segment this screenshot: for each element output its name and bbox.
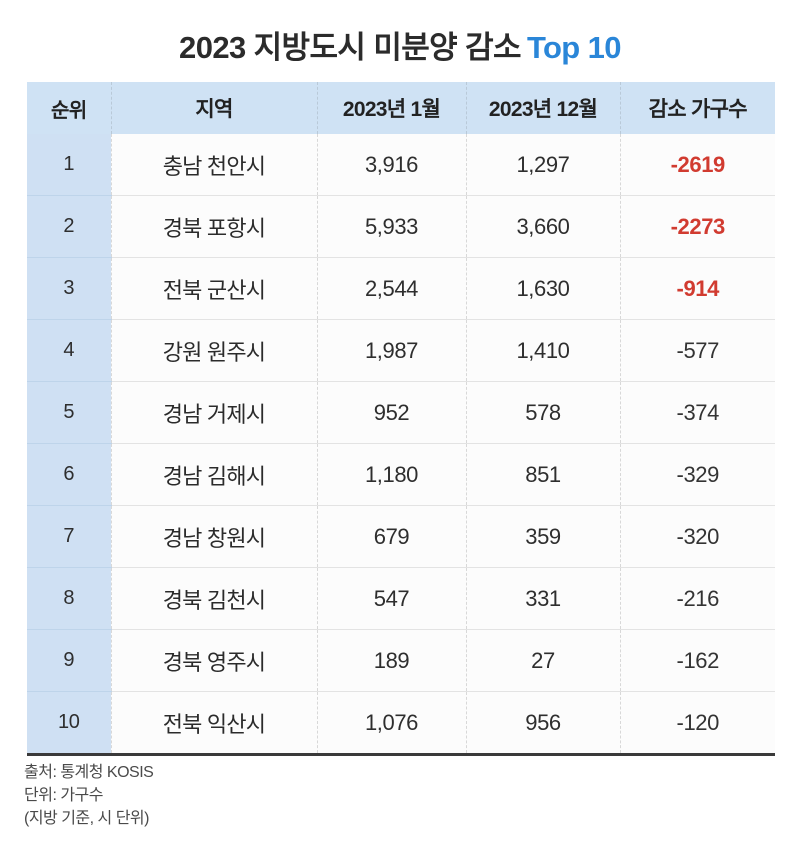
footnote-scope: (지방 기준, 시 단위) bbox=[24, 810, 149, 827]
table-header: 순위 지역 2023년 1월 2023년 12월 감소 가구수 bbox=[27, 82, 775, 134]
cell-january: 189 bbox=[316, 629, 466, 692]
cell-january: 679 bbox=[316, 505, 466, 568]
cell-january: 1,180 bbox=[316, 443, 466, 506]
cell-decrease: -2273 bbox=[619, 195, 775, 258]
column-header-decrease: 감소 가구수 bbox=[619, 82, 775, 134]
cell-decrease: -914 bbox=[619, 257, 775, 320]
page-title-accent: Top 10 bbox=[526, 30, 622, 65]
cell-area: 경북 영주시 bbox=[110, 629, 317, 692]
table-row: 8 경북 김천시 547 331 -216 bbox=[27, 567, 775, 630]
footnote-source: 출처: 통계청 KOSIS bbox=[24, 764, 154, 781]
cell-rank: 5 bbox=[27, 381, 111, 444]
cell-december: 27 bbox=[465, 629, 620, 692]
cell-january: 5,933 bbox=[316, 195, 466, 258]
cell-rank: 6 bbox=[27, 443, 111, 506]
cell-january: 1,076 bbox=[316, 691, 466, 753]
cell-december: 331 bbox=[465, 567, 620, 630]
cell-december: 956 bbox=[465, 691, 620, 753]
table-row: 6 경남 김해시 1,180 851 -329 bbox=[27, 443, 775, 506]
cell-january: 3,916 bbox=[316, 134, 466, 196]
cell-area: 경남 거제시 bbox=[110, 381, 317, 444]
column-header-january: 2023년 1월 bbox=[316, 82, 466, 134]
cell-area: 경남 창원시 bbox=[110, 505, 317, 568]
cell-area: 충남 천안시 bbox=[110, 134, 317, 196]
cell-rank: 1 bbox=[27, 134, 111, 196]
cell-area: 경북 포항시 bbox=[110, 195, 317, 258]
cell-december: 1,410 bbox=[465, 319, 620, 382]
table-row: 2 경북 포항시 5,933 3,660 -2273 bbox=[27, 195, 775, 258]
ranking-table-container: 순위 지역 2023년 1월 2023년 12월 감소 가구수 1 충남 천안시 3… bbox=[27, 82, 775, 756]
cell-decrease: -216 bbox=[619, 567, 775, 630]
cell-rank: 3 bbox=[27, 257, 111, 320]
footnote-unit: 단위: 가구수 bbox=[24, 787, 104, 804]
cell-january: 1,987 bbox=[316, 319, 466, 382]
table-header-row: 순위 지역 2023년 1월 2023년 12월 감소 가구수 bbox=[27, 82, 775, 134]
footnotes: 출처: 통계청 KOSIS 단위: 가구수 (지방 기준, 시 단위) bbox=[24, 761, 624, 830]
cell-january: 2,544 bbox=[316, 257, 466, 320]
table-bottom-rule bbox=[27, 753, 775, 756]
cell-rank: 10 bbox=[27, 691, 111, 753]
cell-decrease: -374 bbox=[619, 381, 775, 444]
cell-area: 강원 원주시 bbox=[110, 319, 317, 382]
cell-area: 경남 김해시 bbox=[110, 443, 317, 506]
cell-area: 경북 김천시 bbox=[110, 567, 317, 630]
cell-decrease: -329 bbox=[619, 443, 775, 506]
column-header-december: 2023년 12월 bbox=[465, 82, 620, 134]
cell-december: 1,630 bbox=[465, 257, 620, 320]
cell-december: 578 bbox=[465, 381, 620, 444]
table-body: 1 충남 천안시 3,916 1,297 -2619 2 경북 포항시 5,933 3,660-… bbox=[27, 134, 775, 753]
table-row: 3 전북 군산시 2,544 1,630 -914 bbox=[27, 257, 775, 320]
cell-december: 851 bbox=[465, 443, 620, 506]
cell-area: 전북 익산시 bbox=[110, 691, 317, 753]
table-row: 10 전북 익산시 1,076 956 -120 bbox=[27, 691, 775, 753]
page-title: 2023 지방도시 미분양 감소 Top 10 bbox=[0, 22, 800, 67]
ranking-table: 순위 지역 2023년 1월 2023년 12월 감소 가구수 1 충남 천안시 3… bbox=[27, 82, 775, 753]
cell-area: 전북 군산시 bbox=[110, 257, 317, 320]
column-header-area: 지역 bbox=[110, 82, 317, 134]
table-row: 7 경남 창원시 679 359 -320 bbox=[27, 505, 775, 568]
column-header-rank: 순위 bbox=[27, 82, 111, 134]
cell-rank: 8 bbox=[27, 567, 111, 630]
cell-january: 952 bbox=[316, 381, 466, 444]
table-row: 1 충남 천안시 3,916 1,297 -2619 bbox=[27, 134, 775, 196]
table-row: 9 경북 영주시 189 27 -162 bbox=[27, 629, 775, 692]
table-row: 5 경남 거제시 952 578 -374 bbox=[27, 381, 775, 444]
cell-decrease: -162 bbox=[619, 629, 775, 692]
cell-decrease: -320 bbox=[619, 505, 775, 568]
cell-rank: 4 bbox=[27, 319, 111, 382]
cell-december: 1,297 bbox=[465, 134, 620, 196]
table-row: 4 강원 원주시 1,987 1,410 -577 bbox=[27, 319, 775, 382]
cell-december: 359 bbox=[465, 505, 620, 568]
page-title-main: 2023 지방도시 미분양 감소 bbox=[179, 30, 521, 65]
cell-january: 547 bbox=[316, 567, 466, 630]
cell-decrease: -120 bbox=[619, 691, 775, 753]
cell-decrease: -2619 bbox=[619, 134, 775, 196]
cell-rank: 7 bbox=[27, 505, 111, 568]
cell-december: 3,660 bbox=[465, 195, 620, 258]
cell-rank: 9 bbox=[27, 629, 111, 692]
cell-decrease: -577 bbox=[619, 319, 775, 382]
cell-rank: 2 bbox=[27, 195, 111, 258]
